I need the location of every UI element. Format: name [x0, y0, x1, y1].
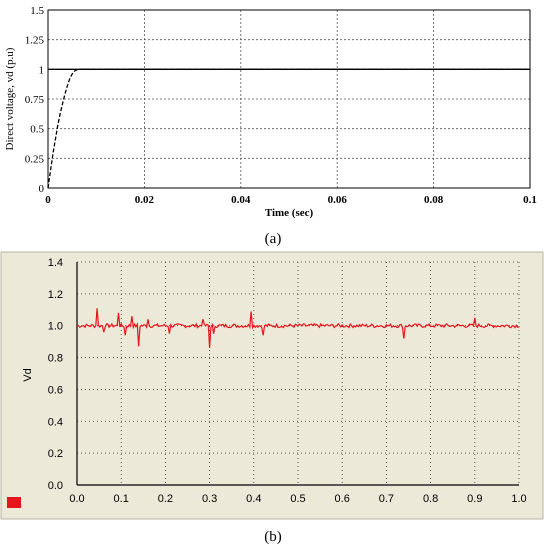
b-x-tick-label: 0.9	[467, 493, 482, 505]
a-y-tick-label: 0.25	[25, 153, 45, 165]
a-y-tick-label: 0	[39, 183, 45, 195]
b-y-tick-label: 0.2	[48, 448, 63, 460]
b-x-tick-label: 0.0	[69, 493, 84, 505]
b-panel-label: (b)	[264, 529, 282, 545]
b-series	[76, 308, 520, 349]
b-x-tick-label: 1.0	[511, 493, 526, 505]
a-x-tick-label: 0.08	[424, 194, 444, 206]
b-x-tick-label: 0.3	[202, 493, 217, 505]
a-grid	[48, 10, 530, 188]
b-y-tick-label: 1.2	[48, 289, 63, 301]
chart-panel-b: 0.0 0.2 0.4 0.6 0.8 1.0 1.2 1.4 0.0 0.1 0.2 0.3 0.4…	[0, 251, 544, 545]
a-y-tick-labels: 0 0.25 0.5 0.75 1 1.25 1.5	[25, 5, 45, 195]
a-series	[47, 68, 530, 189]
b-x-tick-label: 0.5	[290, 493, 305, 505]
a-x-tick-label: 0.04	[231, 194, 251, 206]
a-series-line	[47, 68, 530, 189]
b-y-tick-label: 0.8	[48, 353, 63, 365]
b-x-tick-label: 0.6	[335, 493, 350, 505]
a-panel-label: (a)	[265, 231, 282, 247]
b-y-tick-label: 1.0	[48, 321, 63, 333]
b-background	[0, 251, 544, 520]
b-y-tick-label: 0.4	[48, 416, 63, 428]
b-series-line	[76, 308, 520, 349]
a-y-tick-label: 0.5	[30, 124, 44, 136]
a-y-tick-label: 1.5	[30, 5, 44, 17]
a-x-tick-labels: 0 0.02 0.04 0.06 0.08 0.1	[45, 194, 537, 206]
a-y-tick-label: 1.25	[25, 35, 45, 47]
b-y-axis-label: Vd	[22, 368, 34, 381]
b-legend-swatch	[7, 497, 21, 508]
a-y-tick-label: 1	[39, 64, 45, 76]
b-y-tick-label: 0.6	[48, 384, 63, 396]
b-x-tick-label: 0.1	[114, 493, 129, 505]
a-y-tick-label: 0.75	[25, 94, 45, 106]
b-y-tick-label: 0.0	[48, 480, 63, 492]
b-y-tick-labels: 0.0 0.2 0.4 0.6 0.8 1.0 1.2 1.4	[48, 257, 63, 492]
b-x-tick-label: 0.4	[246, 493, 261, 505]
a-x-tick-label: 0.06	[328, 194, 348, 206]
a-x-tick-label: 0.1	[523, 194, 537, 206]
a-x-tick-label: 0	[45, 194, 51, 206]
a-x-axis-label: Time (sec)	[265, 207, 314, 219]
b-x-tick-label: 0.7	[379, 493, 394, 505]
a-x-tick-label: 0.02	[135, 194, 155, 206]
a-plot-frame	[47, 9, 531, 189]
b-x-tick-label: 0.8	[423, 493, 438, 505]
a-y-axis-label: Direct voltage, vd (p.u)	[4, 47, 16, 150]
b-x-tick-labels: 0.0 0.1 0.2 0.3 0.4 0.5 0.6 0.7 0.8 0.9 1.0	[69, 493, 526, 505]
b-x-tick-label: 0.2	[158, 493, 173, 505]
b-y-tick-label: 1.4	[48, 257, 63, 269]
chart-panel-a: 0 0.25 0.5 0.75 1 1.25 1.5 0 0.02 0.04 0.06 0.08 0.…	[4, 5, 537, 247]
